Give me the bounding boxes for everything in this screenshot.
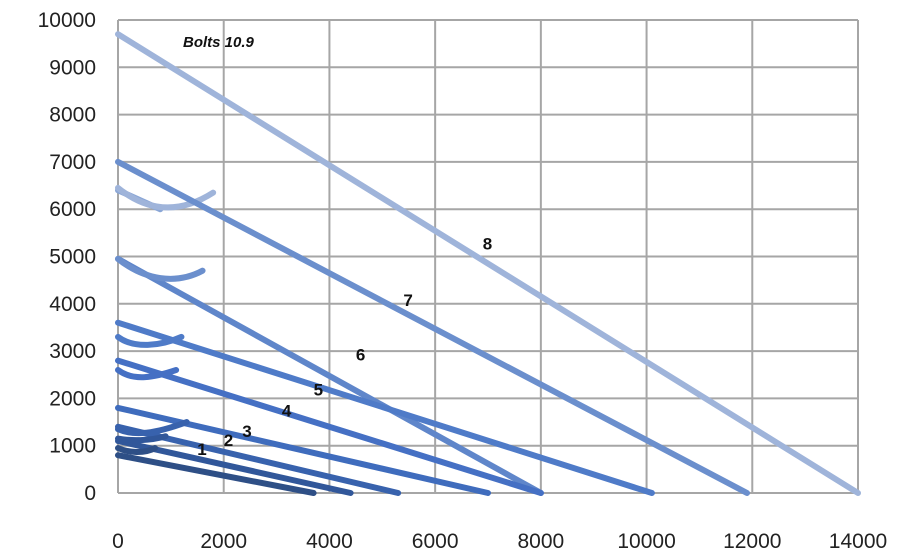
x-axis-ticks: 0 2000 4000 6000 8000 10000 12000 14000	[112, 530, 887, 553]
y-tick-label: 4000	[49, 293, 96, 316]
series-label-7: 7	[403, 291, 412, 310]
y-tick-label: 0	[84, 482, 96, 505]
y-tick-label: 7000	[49, 151, 96, 174]
series-label-8: 8	[483, 234, 492, 253]
chart-title: Bolts 10.9	[183, 34, 255, 51]
series-labels: 1 2 3 4 5 6 7 8	[197, 234, 492, 459]
y-tick-label: 6000	[49, 198, 96, 221]
series-label-6: 6	[356, 346, 365, 365]
series-line-6	[115, 319, 655, 496]
series-curve-5	[115, 367, 180, 381]
series-label-4: 4	[282, 401, 292, 420]
series-label-2: 2	[224, 431, 233, 450]
series-curve-3	[115, 419, 190, 437]
series-curve-2	[115, 433, 169, 444]
series-label-1: 1	[197, 440, 206, 459]
y-axis-ticks: 0 1000 2000 3000 4000 5000 6000 7000 8000 9000 100…	[38, 9, 96, 505]
x-tick-label: 6000	[412, 530, 459, 553]
series-line-8	[115, 31, 861, 496]
x-tick-label: 14000	[829, 530, 887, 553]
x-tick-label: 12000	[723, 530, 781, 553]
y-tick-label: 8000	[49, 104, 96, 127]
x-tick-label: 8000	[517, 530, 564, 553]
series-label-5: 5	[314, 381, 323, 400]
y-tick-label: 3000	[49, 340, 96, 363]
y-tick-label: 10000	[38, 9, 96, 32]
extra-line-0	[115, 255, 544, 496]
y-tick-label: 2000	[49, 387, 96, 410]
series-curve-8	[115, 184, 217, 211]
series-group	[115, 31, 861, 496]
y-tick-label: 5000	[49, 246, 96, 269]
series-label-3: 3	[242, 422, 251, 441]
y-tick-label: 9000	[49, 56, 96, 79]
x-tick-label: 2000	[200, 530, 247, 553]
x-tick-label: 4000	[306, 530, 353, 553]
series-line-1	[115, 452, 317, 496]
x-tick-label: 10000	[617, 530, 675, 553]
series-curve-1	[115, 445, 158, 455]
series-line-5	[115, 357, 544, 496]
x-tick-label: 0	[112, 530, 124, 553]
series-line-7	[115, 158, 750, 496]
y-tick-label: 1000	[49, 435, 96, 458]
series-curve-6	[115, 333, 185, 348]
series-curve-7	[115, 255, 206, 282]
